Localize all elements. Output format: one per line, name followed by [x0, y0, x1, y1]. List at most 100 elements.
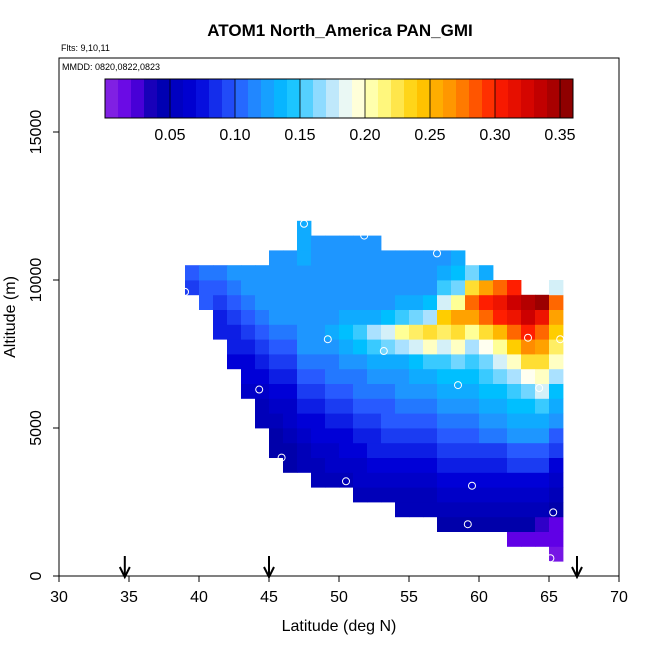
heatmap-cell [297, 354, 312, 370]
heatmap-cell [493, 280, 508, 296]
y-axis: 0 5000 10000 15000 [28, 110, 59, 580]
heatmap-cell [339, 398, 354, 414]
heatmap-cell [339, 250, 354, 266]
heatmap-cell [227, 324, 242, 340]
heatmap-cell [479, 309, 494, 325]
heatmap-cell [535, 516, 550, 532]
heatmap-cell [311, 413, 326, 429]
heatmap-cell [507, 383, 522, 399]
heatmap-cell [437, 428, 452, 444]
heatmap-cell [423, 265, 438, 281]
heatmap-cell [535, 457, 550, 473]
heatmap-cell [367, 250, 382, 266]
heatmap-cell [493, 428, 508, 444]
heatmap-cell [339, 280, 354, 296]
colorbar-segment [183, 79, 197, 118]
heatmap-cell [395, 442, 410, 458]
heatmap-cell [213, 280, 228, 296]
heatmap-cell [507, 398, 522, 414]
heatmap-cell [283, 398, 298, 414]
heatmap-cell [451, 442, 466, 458]
heatmap-cell [283, 324, 298, 340]
heatmap-cell [227, 280, 242, 296]
heatmap-cell [423, 413, 438, 429]
heatmap-cell [465, 354, 480, 370]
colorbar-segment [209, 79, 223, 118]
flight-point [549, 508, 558, 517]
heatmap-cell [227, 309, 242, 325]
heatmap-cell [297, 280, 312, 296]
heatmap-cell [269, 398, 284, 414]
heatmap-cell [507, 280, 522, 296]
colorbar-segment [469, 79, 483, 118]
heatmap-cell [353, 457, 368, 473]
heatmap-cell [549, 324, 564, 340]
heatmap-cell [535, 324, 550, 340]
heatmap-cell [367, 235, 382, 251]
heatmap-cell [479, 294, 494, 310]
heatmap-cell [297, 383, 312, 399]
heatmap-cell [255, 354, 270, 370]
heatmap-cell [521, 516, 536, 532]
heatmap-cell [437, 398, 452, 414]
heatmap-cell [451, 368, 466, 384]
chart-title: ATOM1 North_America PAN_GMI [207, 21, 472, 40]
heatmap-cell [465, 280, 480, 296]
heatmap-cell [451, 472, 466, 488]
heatmap-cell [535, 354, 550, 370]
heatmap-cell [409, 442, 424, 458]
colorbar-segment [131, 79, 145, 118]
heatmap-cell [493, 413, 508, 429]
heatmap-cell [451, 413, 466, 429]
heatmap-cell [311, 324, 326, 340]
heatmap-cell [367, 398, 382, 414]
flight-point [181, 287, 189, 296]
heatmap-cell [423, 472, 438, 488]
heatmap-cell [465, 516, 480, 532]
heatmap-cell [311, 294, 326, 310]
heatmap-cell [451, 428, 466, 444]
colorbar-tick-label: 0.05 [154, 127, 185, 144]
x-tick-label: 40 [190, 589, 208, 606]
heatmap-cell [255, 324, 270, 340]
heatmap-cell [339, 428, 354, 444]
heatmap-cell [549, 546, 564, 562]
heatmap-cell [311, 383, 326, 399]
heatmap-cell [367, 413, 382, 429]
heatmap-cell [325, 250, 340, 266]
heatmap-cell [325, 413, 340, 429]
heatmap-cell [269, 428, 284, 444]
heatmap-cell [549, 368, 564, 384]
heatmap-cell [479, 339, 494, 355]
colorbar-segment [261, 79, 275, 118]
heatmap-cell [339, 442, 354, 458]
flight-point [524, 333, 532, 342]
heatmap-cell [535, 413, 550, 429]
heatmap-cell [521, 368, 536, 384]
heatmap-cell [465, 309, 480, 325]
heatmap-cell [535, 442, 550, 458]
heatmap-cell [311, 309, 326, 325]
heatmap-cell [325, 354, 340, 370]
heatmap-cell [367, 324, 382, 340]
heatmap-cell [493, 457, 508, 473]
heatmap-cell [283, 368, 298, 384]
colorbar-tick-label: 0.15 [284, 127, 315, 144]
heatmap-cell [521, 487, 536, 503]
heatmap-cell [423, 383, 438, 399]
heatmap-cell [339, 354, 354, 370]
heatmap-cell [479, 516, 494, 532]
heatmap-cell [409, 487, 424, 503]
heatmap-cell [297, 324, 312, 340]
colorbar-tick-label: 0.10 [219, 127, 250, 144]
heatmap-cell [241, 383, 256, 399]
heatmap-cell [311, 339, 326, 355]
x-tick-label: 65 [540, 589, 558, 606]
heatmap-cell [213, 265, 228, 281]
heatmap-cell [423, 398, 438, 414]
heatmap-cell [255, 309, 270, 325]
colorbar-tick-label: 0.30 [479, 127, 510, 144]
heatmap-cell [507, 309, 522, 325]
flight-point [379, 347, 388, 356]
heatmap-cell [297, 428, 312, 444]
